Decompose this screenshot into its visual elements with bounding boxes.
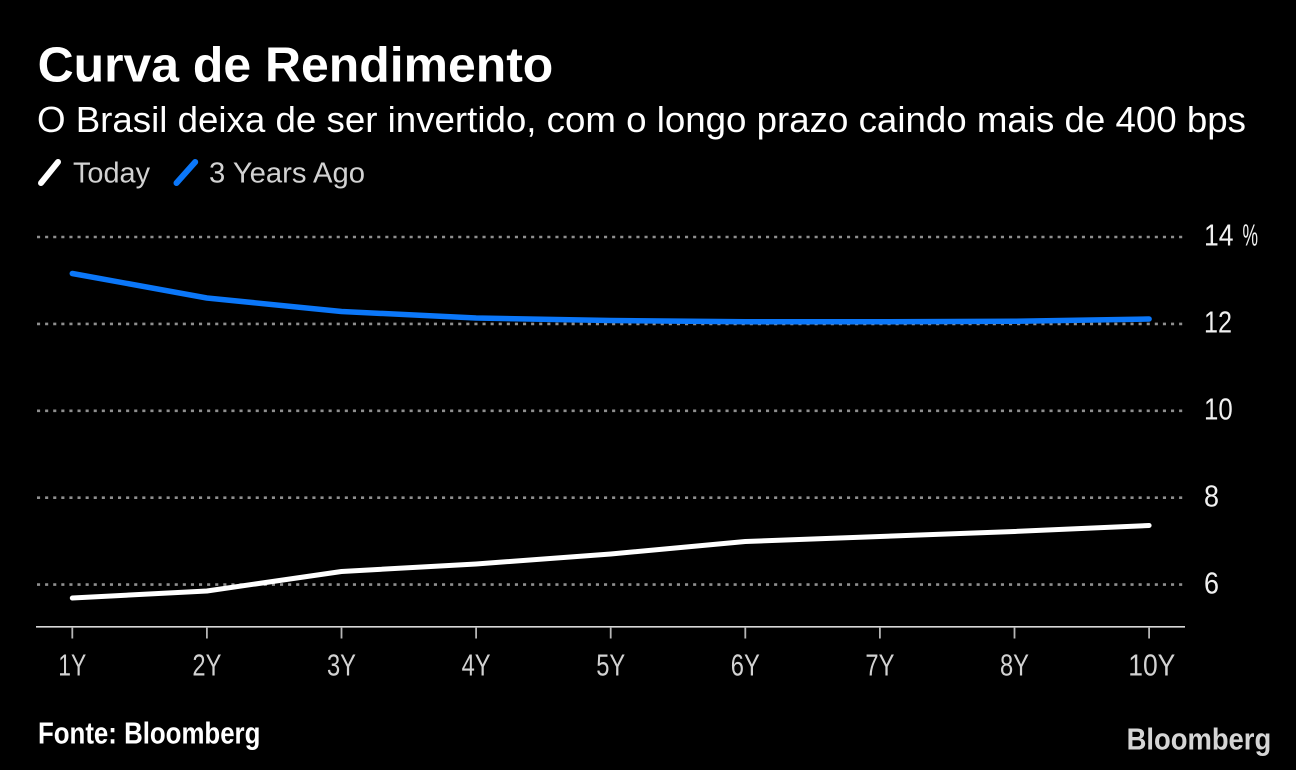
svg-text:14: 14 xyxy=(1204,218,1234,253)
svg-text:Fonte: Bloomberg: Fonte: Bloomberg xyxy=(38,715,260,750)
svg-text:10: 10 xyxy=(1204,392,1233,427)
svg-text:6Y: 6Y xyxy=(731,649,760,683)
svg-text:7Y: 7Y xyxy=(865,649,894,683)
svg-text:10Y: 10Y xyxy=(1128,649,1175,683)
svg-text:4Y: 4Y xyxy=(462,649,491,683)
svg-text:Curva de Rendimento: Curva de Rendimento xyxy=(38,38,554,93)
svg-text:6: 6 xyxy=(1204,565,1219,600)
svg-text:Bloomberg: Bloomberg xyxy=(1127,722,1272,756)
svg-text:8Y: 8Y xyxy=(1000,649,1029,683)
svg-text:8: 8 xyxy=(1204,478,1219,513)
svg-text:Today: Today xyxy=(73,157,150,189)
svg-text:1Y: 1Y xyxy=(58,649,86,683)
svg-text:O Brasil deixa de ser invertid: O Brasil deixa de ser invertido, com o l… xyxy=(37,99,1246,140)
svg-text:3 Years Ago: 3 Years Ago xyxy=(209,157,365,189)
svg-text:%: % xyxy=(1243,218,1259,253)
svg-text:3Y: 3Y xyxy=(327,649,356,683)
svg-text:5Y: 5Y xyxy=(596,649,625,683)
svg-text:12: 12 xyxy=(1204,305,1232,340)
svg-text:2Y: 2Y xyxy=(192,649,221,683)
